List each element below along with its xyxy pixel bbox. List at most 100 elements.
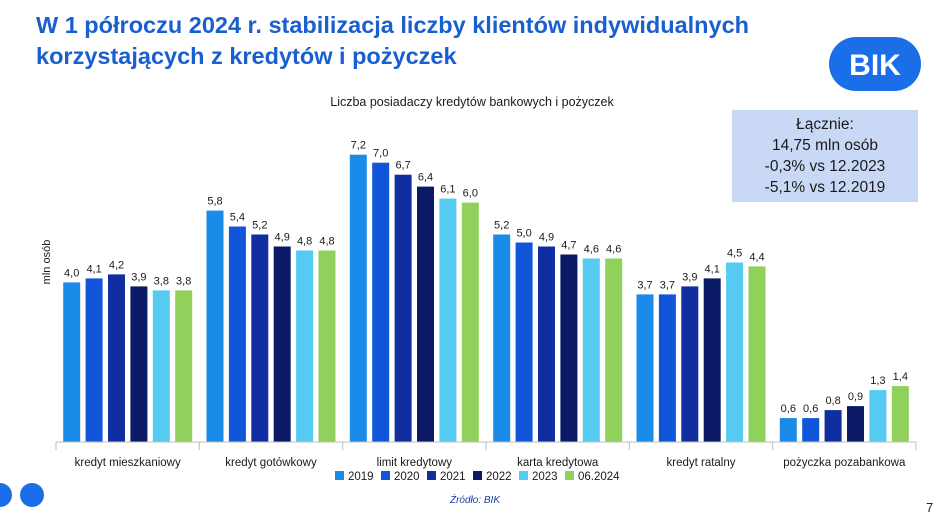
data-label: 4,1	[705, 263, 720, 275]
data-label: 4,8	[297, 236, 312, 248]
data-label: 0,8	[825, 395, 840, 407]
bar	[538, 246, 555, 442]
data-label: 6,4	[418, 172, 433, 184]
bar	[349, 154, 367, 442]
legend-label: 2022	[486, 471, 512, 483]
data-label: 4,9	[539, 232, 554, 244]
bar	[152, 290, 170, 442]
bar	[461, 202, 479, 442]
logo-text: BIK	[849, 49, 901, 82]
data-label: 1,4	[893, 371, 908, 383]
data-label: 4,1	[86, 263, 101, 275]
legend-label: 2020	[394, 471, 420, 483]
legend-swatch	[473, 471, 482, 480]
bar	[636, 294, 654, 442]
bar	[658, 294, 676, 442]
summary-line-1: Łącznie:	[796, 116, 854, 133]
logo-pill	[829, 37, 921, 91]
data-label: 4,2	[109, 259, 124, 271]
category-label: karta kredytowa	[517, 457, 599, 469]
data-label: 5,8	[207, 196, 222, 208]
summary-line-2: 14,75 mln osób	[772, 137, 878, 154]
bar	[85, 278, 103, 442]
legend-swatch	[335, 471, 344, 480]
data-label: 6,0	[463, 188, 478, 200]
bar	[296, 250, 314, 442]
data-label: 0,6	[781, 403, 796, 415]
page-title: W 1 półroczu 2024 r. stabilizacja liczby…	[36, 12, 750, 69]
data-label: 4,7	[561, 240, 576, 252]
data-label: 6,1	[440, 184, 455, 196]
bar	[605, 258, 623, 442]
bar	[560, 254, 578, 442]
bar	[394, 174, 412, 442]
source-note: Źródło: BIK	[449, 495, 501, 506]
legend-label: 2023	[532, 471, 558, 483]
bar	[847, 406, 864, 442]
category-label: limit kredytowy	[377, 457, 453, 469]
bar	[726, 262, 744, 442]
data-label: 7,0	[373, 148, 388, 160]
data-label: 0,6	[803, 403, 818, 415]
data-label: 6,7	[395, 160, 410, 172]
bar	[206, 210, 224, 442]
bik-logo: BIK	[829, 37, 921, 91]
bar	[318, 250, 336, 442]
data-label: 4,8	[319, 236, 334, 248]
legend-label: 2021	[440, 471, 466, 483]
data-label: 5,2	[494, 220, 509, 232]
data-label: 3,7	[660, 279, 675, 291]
data-label: 3,8	[176, 275, 191, 287]
data-label: 4,9	[275, 232, 290, 244]
bar	[891, 386, 909, 442]
data-label: 4,6	[584, 244, 599, 256]
bar	[703, 278, 721, 442]
bar	[130, 286, 148, 442]
summary-line-3: -0,3% vs 12.2023	[764, 158, 886, 175]
category-label: kredyt ratalny	[666, 457, 735, 469]
bar	[493, 234, 511, 442]
bar	[779, 418, 797, 442]
bar	[824, 410, 842, 442]
category-label: kredyt mieszkaniowy	[75, 457, 181, 469]
bar	[228, 226, 246, 442]
legend-label: 06.2024	[578, 471, 620, 483]
legend-swatch	[519, 471, 528, 480]
data-label: 5,2	[252, 220, 267, 232]
bar	[869, 390, 887, 442]
bar	[417, 186, 434, 442]
dot-2	[20, 483, 44, 507]
legend-swatch	[427, 471, 436, 480]
data-label: 4,4	[749, 251, 764, 263]
data-label: 7,2	[351, 140, 366, 152]
bar	[515, 242, 533, 442]
bar	[582, 258, 600, 442]
bar	[251, 234, 269, 442]
data-label: 4,5	[727, 248, 742, 260]
bar	[175, 290, 193, 442]
data-label: 3,8	[154, 275, 169, 287]
data-label: 3,7	[637, 279, 652, 291]
bar	[748, 266, 766, 442]
summary-line-4: -5,1% vs 12.2019	[764, 179, 886, 196]
bar	[439, 198, 457, 442]
legend-swatch	[381, 471, 390, 480]
bar	[273, 246, 291, 442]
bar	[108, 274, 125, 442]
dot-1	[0, 483, 12, 507]
data-label: 5,4	[230, 212, 245, 224]
bar	[372, 162, 390, 442]
data-label: 5,0	[516, 228, 531, 240]
chart-title: Liczba posiadaczy kredytów bankowych i p…	[330, 95, 614, 109]
bar	[63, 282, 81, 442]
page-number: 7	[926, 500, 934, 515]
data-label: 1,3	[870, 375, 885, 387]
data-label: 4,6	[606, 244, 621, 256]
category-label: kredyt gotówkowy	[225, 457, 317, 469]
y-axis-label: mln osób	[41, 240, 53, 285]
data-label: 4,0	[64, 267, 79, 279]
data-label: 3,9	[682, 271, 697, 283]
bar	[681, 286, 699, 442]
legend-label: 2019	[348, 471, 374, 483]
